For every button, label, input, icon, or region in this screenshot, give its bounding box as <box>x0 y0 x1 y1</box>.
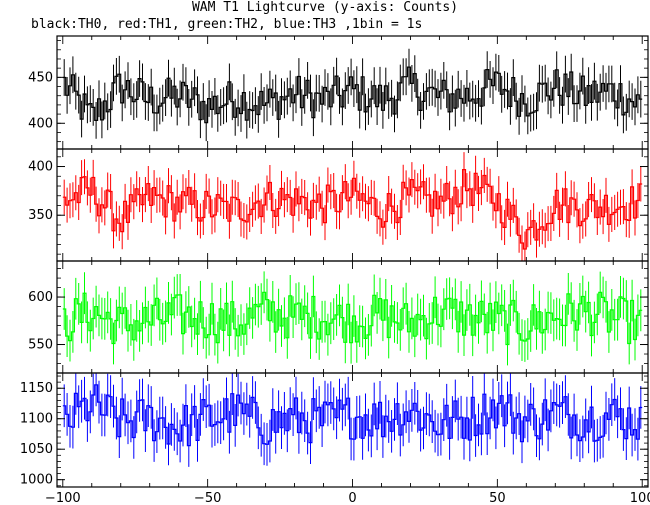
x-tick-label: 0 <box>348 491 356 505</box>
y-tick-label: 400 <box>28 116 53 131</box>
y-tick-label: 400 <box>28 160 53 175</box>
y-tick-label: 350 <box>28 208 53 223</box>
y-tick-label: 1000 <box>20 473 53 488</box>
series-th1-line <box>62 169 643 250</box>
y-tick-label: 1150 <box>20 381 53 396</box>
y-tick-label: 1050 <box>20 442 53 457</box>
x-tick-label: 100 <box>630 491 650 505</box>
y-tick-label: 1100 <box>20 412 53 427</box>
series-th1-error-bars <box>63 152 642 261</box>
series-th2-line <box>62 291 643 346</box>
x-tick-label: −100 <box>45 491 81 505</box>
series-th3-error-bars <box>63 373 642 467</box>
y-tick-label: 450 <box>28 70 53 85</box>
chart-subtitle: black:TH0, red:TH1, green:TH2, blue:TH3 … <box>31 17 423 32</box>
series-th0-error-bars <box>63 48 642 142</box>
y-tick-label: 600 <box>28 290 53 305</box>
x-tick-label: 50 <box>489 491 506 505</box>
chart-title: WAM T1 Lightcurve (y-axis: Counts) <box>191 0 459 15</box>
series-th3-line <box>62 384 643 447</box>
x-tick-label: −50 <box>194 491 221 505</box>
series-th0-line <box>62 66 643 124</box>
y-tick-label: 550 <box>28 338 53 353</box>
